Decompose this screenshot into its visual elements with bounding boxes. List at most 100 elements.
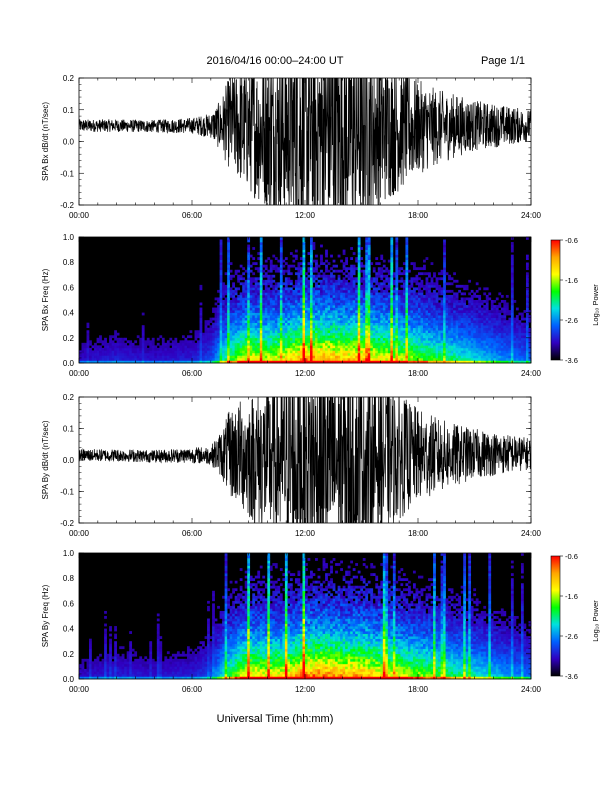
spectrogram-cell [397, 312, 401, 316]
spectrogram-cell [498, 305, 502, 308]
spectrogram-cell [302, 292, 306, 296]
spectrogram-cell [272, 287, 276, 291]
spectrogram-cell [282, 317, 286, 321]
spectrogram-cell [264, 274, 268, 278]
spectrogram-cell [227, 242, 230, 245]
spectrogram-cell [229, 340, 233, 344]
spectrogram-cell [279, 312, 283, 316]
spectrogram-cell [254, 289, 258, 293]
spectrogram-cell [289, 292, 293, 296]
spectrogram-cell [214, 345, 218, 349]
spectrogram-cell [385, 302, 389, 306]
spectrogram-cell [335, 322, 338, 326]
spectrogram-cell [320, 312, 323, 316]
spectrogram-cell [470, 350, 474, 354]
spectrogram-cell [390, 325, 394, 329]
spectrogram-cell [428, 320, 431, 323]
spectrogram-cell [262, 307, 266, 311]
spectrogram-cell [488, 360, 492, 364]
spectrogram-cell [284, 355, 288, 359]
spectrogram-cell [443, 342, 446, 346]
spectrogram-cell [525, 335, 529, 339]
spectrogram-cell [279, 287, 283, 291]
spectrogram-cell [254, 300, 258, 303]
spectrogram-cell [375, 335, 379, 339]
spectrogram-cell [450, 305, 454, 308]
spectrogram-cell [377, 307, 381, 311]
spectrogram-cell [312, 317, 316, 321]
spectrogram-cell [478, 360, 482, 364]
spectrogram-cell [272, 355, 276, 359]
spectrogram-cell [292, 337, 296, 341]
spectrogram-cell [525, 322, 529, 326]
spectrogram-cell [264, 315, 268, 318]
spectrogram-cell [402, 282, 406, 286]
spectrogram-cell [192, 352, 195, 356]
spectrogram-cell [450, 302, 454, 306]
spectrogram-cell [139, 347, 143, 351]
spectrogram-cell [362, 310, 366, 313]
spectrogram-cell [176, 342, 180, 346]
spectrogram-cell [337, 305, 341, 308]
spectrogram-cell [317, 352, 321, 356]
spectrogram-cell [465, 342, 469, 346]
spectrogram-cell [337, 322, 341, 326]
spectrogram-cell [134, 347, 138, 351]
spectrogram-cell [370, 322, 374, 326]
spectrogram-cell [174, 337, 178, 341]
spectrogram-cell [222, 332, 225, 336]
spectrogram-cell [518, 337, 522, 341]
spectrogram-cell [101, 357, 105, 361]
spectrogram-cell [453, 357, 456, 361]
spectrogram-cell [372, 340, 376, 344]
spectrogram-cell [412, 300, 416, 303]
spectrogram-cell [435, 305, 439, 308]
spectrogram-cell [458, 360, 461, 364]
spectrogram-cell [488, 347, 492, 351]
spectrogram-cell [257, 269, 261, 273]
spectrogram-cell [500, 360, 504, 364]
spectrogram-cell [325, 342, 328, 346]
spectrogram-cell [513, 330, 517, 334]
spectrogram-cell [412, 320, 416, 323]
spectrogram-cell [488, 337, 492, 341]
spectrogram-cell [392, 322, 396, 326]
spectrogram-cell [352, 342, 356, 346]
spectrogram-cell [418, 282, 421, 286]
spectrogram-cell [327, 320, 331, 323]
spectrogram-cell [392, 360, 396, 364]
spectrogram-cell [407, 287, 411, 291]
spectrogram-cell [438, 297, 441, 301]
spectrogram-cell [242, 307, 246, 311]
spectrogram-cell [222, 355, 225, 359]
spectrogram-cell [488, 332, 492, 336]
spectrogram-cell [430, 312, 434, 316]
spectrogram-cell [433, 340, 436, 344]
spectrogram-cell [415, 350, 419, 354]
spectrogram-cell [498, 312, 502, 316]
spectrogram-cell [480, 330, 484, 334]
spectrogram-cell [227, 305, 230, 308]
spectrogram-cell [111, 335, 115, 339]
spectrogram-cell [392, 289, 396, 293]
spectrogram-cell [176, 360, 180, 364]
spectrogram-cell [425, 342, 429, 346]
spectrogram-cell [420, 282, 424, 286]
spectrogram-cell [365, 252, 369, 255]
spectrogram-cell [402, 269, 406, 273]
spectrogram-cell [239, 360, 243, 364]
spectrogram-cell [415, 327, 419, 331]
spectrogram-cell [282, 312, 286, 316]
spectrogram-cell [317, 345, 321, 349]
spectrogram-cell [86, 350, 90, 354]
spectrogram-cell [510, 342, 514, 346]
spectrogram-cell [370, 320, 374, 323]
spectrogram-cell [325, 279, 328, 283]
spectrogram-cell [284, 330, 288, 334]
spectrogram-cell [189, 357, 193, 361]
spectrogram-cell [370, 282, 374, 286]
spectrogram-cell [470, 355, 474, 359]
spectrogram-cell [443, 355, 446, 359]
spectrogram-cell [407, 294, 411, 298]
spectrogram-cell [382, 325, 386, 329]
